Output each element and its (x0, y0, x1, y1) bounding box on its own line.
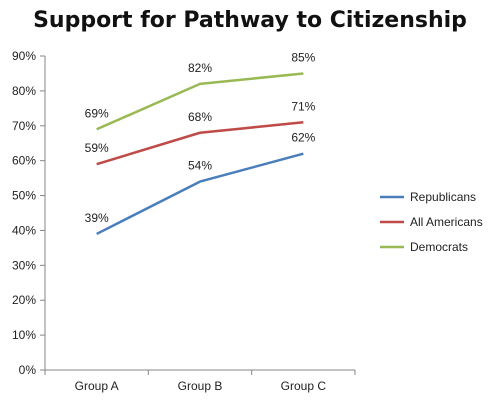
y-tick-label: 30% (12, 258, 36, 272)
data-label: 59% (85, 141, 109, 155)
data-label: 54% (188, 159, 212, 173)
x-tick-label: Group A (75, 379, 119, 393)
chart-title: Support for Pathway to Citizenship (33, 8, 467, 33)
data-label: 85% (291, 50, 315, 64)
x-tick-label: Group B (178, 379, 223, 393)
data-label: 62% (291, 131, 315, 145)
y-tick-label: 20% (12, 293, 36, 307)
y-tick-label: 60% (12, 154, 36, 168)
y-tick-label: 70% (12, 119, 36, 133)
legend-label: Democrats (410, 240, 468, 254)
legend-label: All Americans (410, 215, 483, 229)
data-label: 69% (85, 106, 109, 120)
y-tick-label: 80% (12, 84, 36, 98)
y-tick-label: 40% (12, 223, 36, 237)
y-tick-label: 10% (12, 328, 36, 342)
legend-label: Republicans (410, 190, 476, 204)
y-tick-label: 50% (12, 189, 36, 203)
y-tick-label: 90% (12, 49, 36, 63)
data-label: 39% (85, 211, 109, 225)
x-tick-label: Group C (281, 379, 327, 393)
y-tick-label: 0% (19, 363, 37, 377)
data-label: 71% (291, 99, 315, 113)
data-label: 68% (188, 110, 212, 124)
data-label: 82% (188, 61, 212, 75)
